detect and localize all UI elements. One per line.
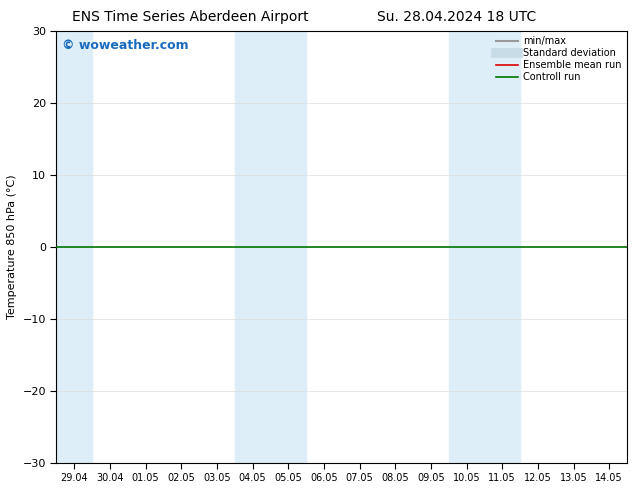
Text: © woweather.com: © woweather.com xyxy=(62,39,189,52)
Text: Su. 28.04.2024 18 UTC: Su. 28.04.2024 18 UTC xyxy=(377,10,536,24)
Text: ENS Time Series Aberdeen Airport: ENS Time Series Aberdeen Airport xyxy=(72,10,309,24)
Bar xyxy=(235,30,306,463)
Y-axis label: Temperature 850 hPa (°C): Temperature 850 hPa (°C) xyxy=(7,174,17,319)
Bar xyxy=(449,30,520,463)
Bar xyxy=(56,30,92,463)
Legend: min/max, Standard deviation, Ensemble mean run, Controll run: min/max, Standard deviation, Ensemble me… xyxy=(493,33,624,85)
